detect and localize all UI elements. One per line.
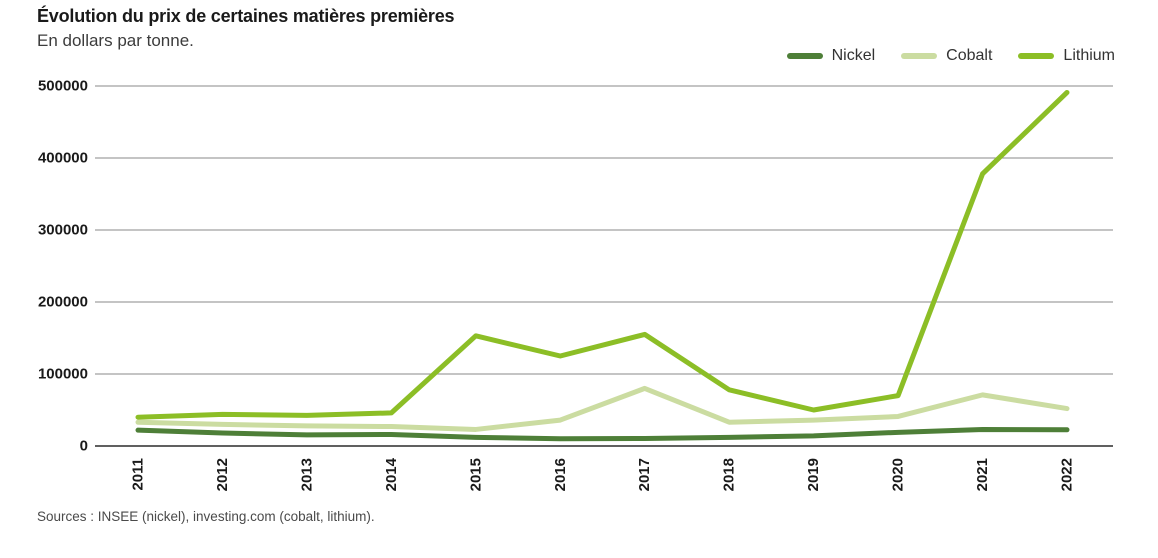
line-lithium bbox=[135, 89, 1070, 420]
x-axis-label-2015: 2015 bbox=[467, 458, 484, 491]
legend-item-nickel: Nickel bbox=[786, 47, 876, 65]
legend-label: Lithium bbox=[1063, 47, 1115, 64]
x-axis-label-2013: 2013 bbox=[298, 458, 315, 491]
y-axis-label-300000: 300000 bbox=[38, 222, 88, 239]
chart-legend: Nickel Cobalt Lithium bbox=[786, 46, 1115, 66]
y-axis-label-400000: 400000 bbox=[38, 150, 88, 167]
x-axis-label-2016: 2016 bbox=[552, 458, 569, 491]
page-title: Évolution du prix de certaines matières … bbox=[37, 6, 455, 26]
line-nickel bbox=[135, 426, 1070, 442]
page-subtitle: En dollars par tonne. bbox=[37, 31, 194, 50]
y-axis-label-0: 0 bbox=[80, 438, 88, 455]
legend-swatch-cobalt bbox=[901, 53, 938, 59]
legend-swatch-lithium bbox=[1018, 53, 1055, 59]
x-axis-label-2017: 2017 bbox=[636, 458, 653, 491]
x-axis-label-2018: 2018 bbox=[721, 458, 738, 491]
y-axis-label-100000: 100000 bbox=[38, 366, 88, 383]
legend-item-lithium: Lithium bbox=[1018, 47, 1115, 65]
legend-item-cobalt: Cobalt bbox=[901, 47, 992, 65]
x-axis-label-2020: 2020 bbox=[890, 458, 907, 491]
x-axis-label-2019: 2019 bbox=[805, 458, 822, 491]
y-axis-label-500000: 500000 bbox=[38, 78, 88, 95]
legend-label: Cobalt bbox=[946, 47, 993, 64]
legend-label: Nickel bbox=[831, 47, 876, 64]
line-cobalt bbox=[135, 385, 1070, 432]
x-axis-label-2022: 2022 bbox=[1059, 458, 1076, 491]
sources-note: Sources : INSEE (nickel), investing.com … bbox=[37, 509, 375, 524]
legend-swatch-nickel bbox=[786, 53, 823, 59]
x-axis-label-2021: 2021 bbox=[974, 458, 991, 491]
x-axis-label-2012: 2012 bbox=[214, 458, 231, 491]
y-axis-label-200000: 200000 bbox=[38, 294, 88, 311]
x-axis-label-2011: 2011 bbox=[130, 458, 147, 491]
x-axis-label-2014: 2014 bbox=[383, 457, 400, 491]
